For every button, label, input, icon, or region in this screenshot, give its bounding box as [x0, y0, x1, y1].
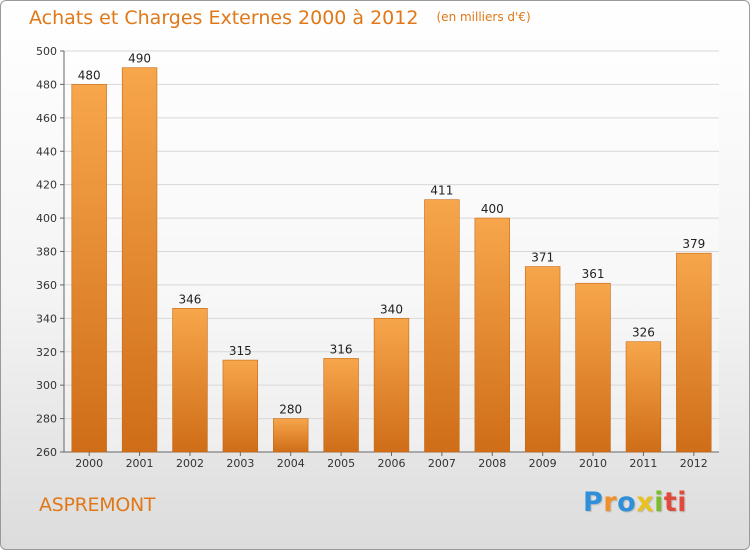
bar-value-label: 400	[481, 202, 504, 216]
y-tick-label: 280	[36, 413, 57, 426]
logo-letter: r	[603, 487, 618, 518]
x-tick-label: 2009	[529, 457, 557, 470]
bar	[121, 67, 158, 453]
bar-value-label: 490	[128, 52, 151, 66]
bar	[323, 358, 359, 453]
bar	[273, 418, 309, 453]
bar-value-label: 371	[531, 251, 554, 265]
y-tick-label: 400	[36, 212, 57, 225]
chart-title-text: Achats et Charges Externes 2000 à 2012	[29, 7, 419, 29]
bar-value-label: 315	[229, 344, 252, 358]
bar	[71, 84, 107, 453]
y-tick-label: 320	[36, 346, 57, 359]
bar-value-label: 379	[682, 237, 705, 251]
x-tick-label: 2010	[579, 457, 607, 470]
x-tick-label: 2001	[126, 457, 154, 470]
bar-value-label: 280	[279, 403, 302, 417]
bar	[575, 282, 611, 453]
y-tick-label: 260	[36, 446, 57, 459]
x-tick-label: 2006	[378, 457, 406, 470]
bar-value-label: 411	[430, 184, 453, 198]
x-tick-label: 2005	[327, 457, 355, 470]
bar-value-label: 326	[632, 326, 655, 340]
logo-letter: i	[654, 487, 664, 518]
y-tick-label: 440	[36, 145, 57, 158]
x-tick-label: 2008	[478, 457, 506, 470]
x-tick-label: 2007	[428, 457, 456, 470]
chart-subtitle: (en milliers d'€)	[436, 10, 531, 24]
x-tick-label: 2004	[277, 457, 305, 470]
chart-title: Achats et Charges Externes 2000 à 2012 (…	[29, 7, 531, 29]
bar	[625, 341, 662, 453]
bar-value-label: 340	[380, 302, 403, 316]
bar	[676, 252, 712, 453]
y-tick-label: 380	[36, 246, 57, 259]
bar-value-label: 361	[582, 267, 605, 281]
commune-name: ASPREMONT	[39, 494, 156, 516]
y-tick-label: 340	[36, 312, 57, 325]
y-tick-label: 460	[36, 112, 57, 125]
bar	[474, 217, 510, 453]
y-tick-label: 480	[36, 78, 57, 91]
x-tick-label: 2012	[680, 457, 708, 470]
y-tick-label: 500	[36, 45, 57, 58]
bar-value-label: 480	[78, 68, 101, 82]
bar	[222, 359, 259, 453]
bar	[373, 318, 410, 453]
y-tick-label: 420	[36, 179, 57, 192]
bar	[424, 199, 460, 453]
x-tick-label: 2003	[226, 457, 254, 470]
logo-letter: x	[636, 487, 655, 518]
y-tick-label: 300	[36, 379, 57, 392]
bar-value-label: 346	[179, 292, 202, 306]
logo-letter: o	[617, 487, 637, 518]
bar	[524, 266, 561, 453]
logo-letter: ti	[663, 487, 688, 518]
bar-value-label: 316	[330, 342, 353, 356]
logo-letter: P	[583, 487, 604, 518]
bar	[172, 308, 208, 453]
x-tick-label: 2002	[176, 457, 204, 470]
x-tick-label: 2000	[75, 457, 103, 470]
x-tick-label: 2011	[629, 457, 657, 470]
proxiti-logo: Proxiti	[583, 487, 687, 518]
y-tick-label: 360	[36, 279, 57, 292]
